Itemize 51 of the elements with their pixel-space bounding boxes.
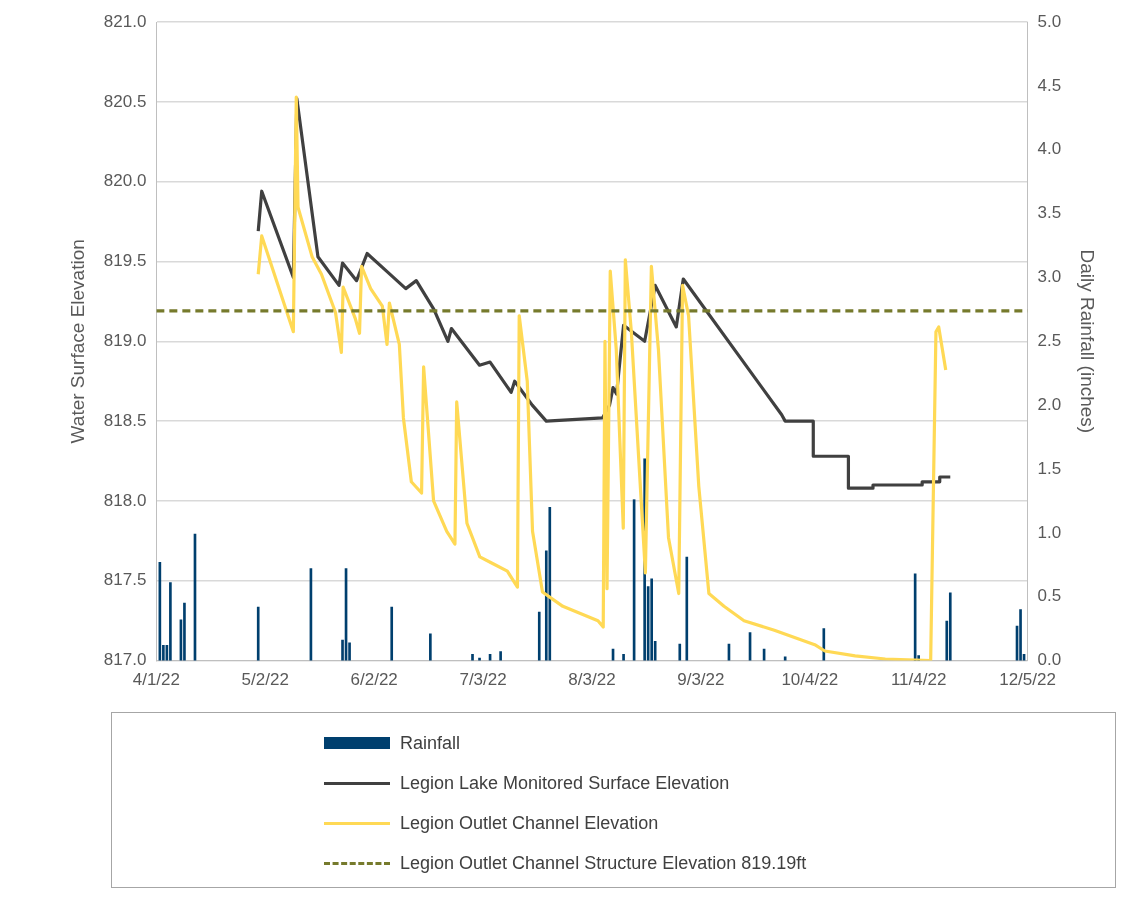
bar (783, 656, 787, 661)
y2-tick-label: 3.5 (1037, 203, 1062, 223)
y2-tick-label: 2.5 (1037, 330, 1062, 350)
bar (622, 653, 625, 661)
y-tick-label: 817.5 (103, 570, 147, 590)
bar (537, 611, 541, 661)
x-tick-label: 4/1/22 (132, 670, 180, 690)
y2-tick-label: 4.0 (1037, 139, 1062, 159)
y-tick-label: 818.5 (103, 410, 147, 430)
bar (1019, 609, 1022, 661)
y2-tick-label: 2.0 (1037, 394, 1062, 414)
legend-label: Rainfall (400, 732, 461, 754)
y-tick-label: 821.0 (103, 11, 147, 31)
bar (256, 606, 260, 661)
legend-label: Legion Lake Monitored Surface Elevation (400, 772, 730, 794)
y2-axis-title: Daily Rainfall (inches) (1077, 249, 1099, 434)
bar (183, 602, 186, 661)
bar (678, 643, 682, 661)
bar (685, 556, 689, 661)
bar (548, 507, 552, 661)
bar (948, 592, 952, 661)
y-tick-label: 820.0 (103, 171, 147, 191)
y-tick-label: 820.5 (103, 91, 147, 111)
bar (390, 606, 394, 661)
y-tick-label: 817.0 (103, 650, 147, 670)
y-axis-title: Water Surface Elevation (66, 239, 88, 444)
legend-label: Legion Outlet Channel Structure Elevation 819.19ft (400, 852, 807, 874)
y-tick-label: 818.0 (103, 490, 147, 510)
x-tick-label: 5/2/22 (241, 670, 289, 690)
x-tick-label: 10/4/22 (781, 670, 839, 690)
y-tick-label: 819.5 (103, 251, 147, 271)
bar (471, 653, 474, 661)
bar (169, 582, 172, 661)
y2-tick-label: 1.0 (1037, 522, 1062, 542)
legend-label: Legion Outlet Channel Elevation (400, 812, 659, 834)
x-tick-label: 6/2/22 (350, 670, 398, 690)
y-tick-label: 819.0 (103, 330, 147, 350)
x-tick-label: 12/5/22 (999, 670, 1056, 690)
y2-tick-label: 3.0 (1037, 267, 1062, 287)
x-tick-label: 7/3/22 (459, 670, 507, 690)
bar (499, 651, 502, 661)
x-tick-label: 9/3/22 (677, 670, 725, 690)
x-tick-label: 8/3/22 (568, 670, 616, 690)
y2-tick-label: 0.5 (1037, 586, 1062, 606)
bar (650, 578, 654, 661)
y2-tick-label: 5.0 (1037, 11, 1062, 31)
x-tick-label: 11/4/22 (890, 670, 947, 690)
y2-tick-label: 0.0 (1037, 650, 1062, 670)
y2-tick-label: 4.5 (1037, 75, 1062, 95)
y2-tick-label: 1.5 (1037, 458, 1062, 478)
bar (429, 633, 432, 661)
